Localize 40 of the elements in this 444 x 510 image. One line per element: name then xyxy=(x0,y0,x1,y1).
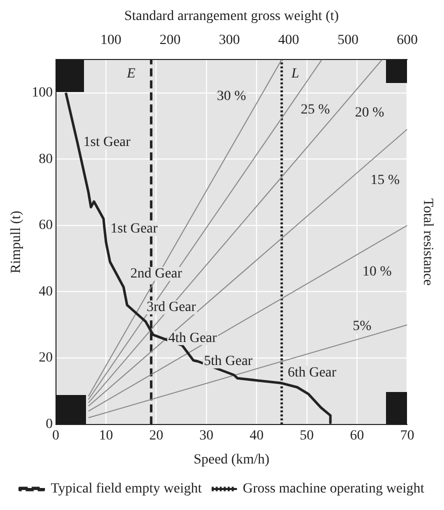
annotation: 5% xyxy=(352,319,372,334)
y-tick-label: 100 xyxy=(32,85,53,100)
x2-tick-label: 600 xyxy=(396,32,418,48)
annotation: 6th Gear xyxy=(288,365,337,380)
annotation: 30 % xyxy=(216,88,246,104)
annotation: 5th Gear xyxy=(204,354,253,370)
y-tick-label: 80 xyxy=(38,152,53,167)
x2-axis-title: Standard arrangement gross weight (t) xyxy=(124,9,340,24)
x-tick-label: 40 xyxy=(250,428,264,444)
annotation: 1st Gear xyxy=(110,221,158,236)
x-tick-label: 70 xyxy=(400,428,414,444)
annotation: 20 % xyxy=(354,106,384,121)
annotation: L xyxy=(290,66,300,82)
legend-label: Typical field empty weight xyxy=(50,482,202,497)
x2-tick-label: 200 xyxy=(160,32,181,48)
x2-tick-label: 400 xyxy=(278,32,300,48)
y-tick-label: 60 xyxy=(38,218,53,234)
y2-axis-title: Total resistance xyxy=(420,198,435,286)
y-tick-label: 20 xyxy=(38,350,53,366)
annotation: 25 % xyxy=(300,102,330,118)
x-tick-label: 20 xyxy=(149,428,164,444)
x2-tick-label: 100 xyxy=(100,32,122,48)
x2-tick-label: 300 xyxy=(218,32,240,48)
annotation: 4th Gear xyxy=(168,330,218,346)
y-tick-label: 40 xyxy=(38,284,53,300)
annotation: 10 % xyxy=(362,264,392,280)
y-axis-title: Rimpull (t) xyxy=(9,210,24,274)
annotation: 3rd Gear xyxy=(146,300,196,316)
y-tick-label: 0 xyxy=(46,417,53,432)
x2-tick-label: 500 xyxy=(337,32,358,48)
annotation: 2nd Gear xyxy=(130,266,182,282)
x-tick-label: 30 xyxy=(199,428,214,444)
x-tick-label: 50 xyxy=(300,428,314,444)
x-tick-label: 60 xyxy=(350,428,364,444)
x-axis-title: Speed (km/h) xyxy=(194,452,270,468)
annotation: 1st Gear xyxy=(83,135,131,150)
annotation: E xyxy=(126,66,136,82)
legend-label: Gross machine operating weight xyxy=(242,482,424,497)
annotation: 15 % xyxy=(370,172,400,188)
x-tick-label: 10 xyxy=(99,428,113,444)
